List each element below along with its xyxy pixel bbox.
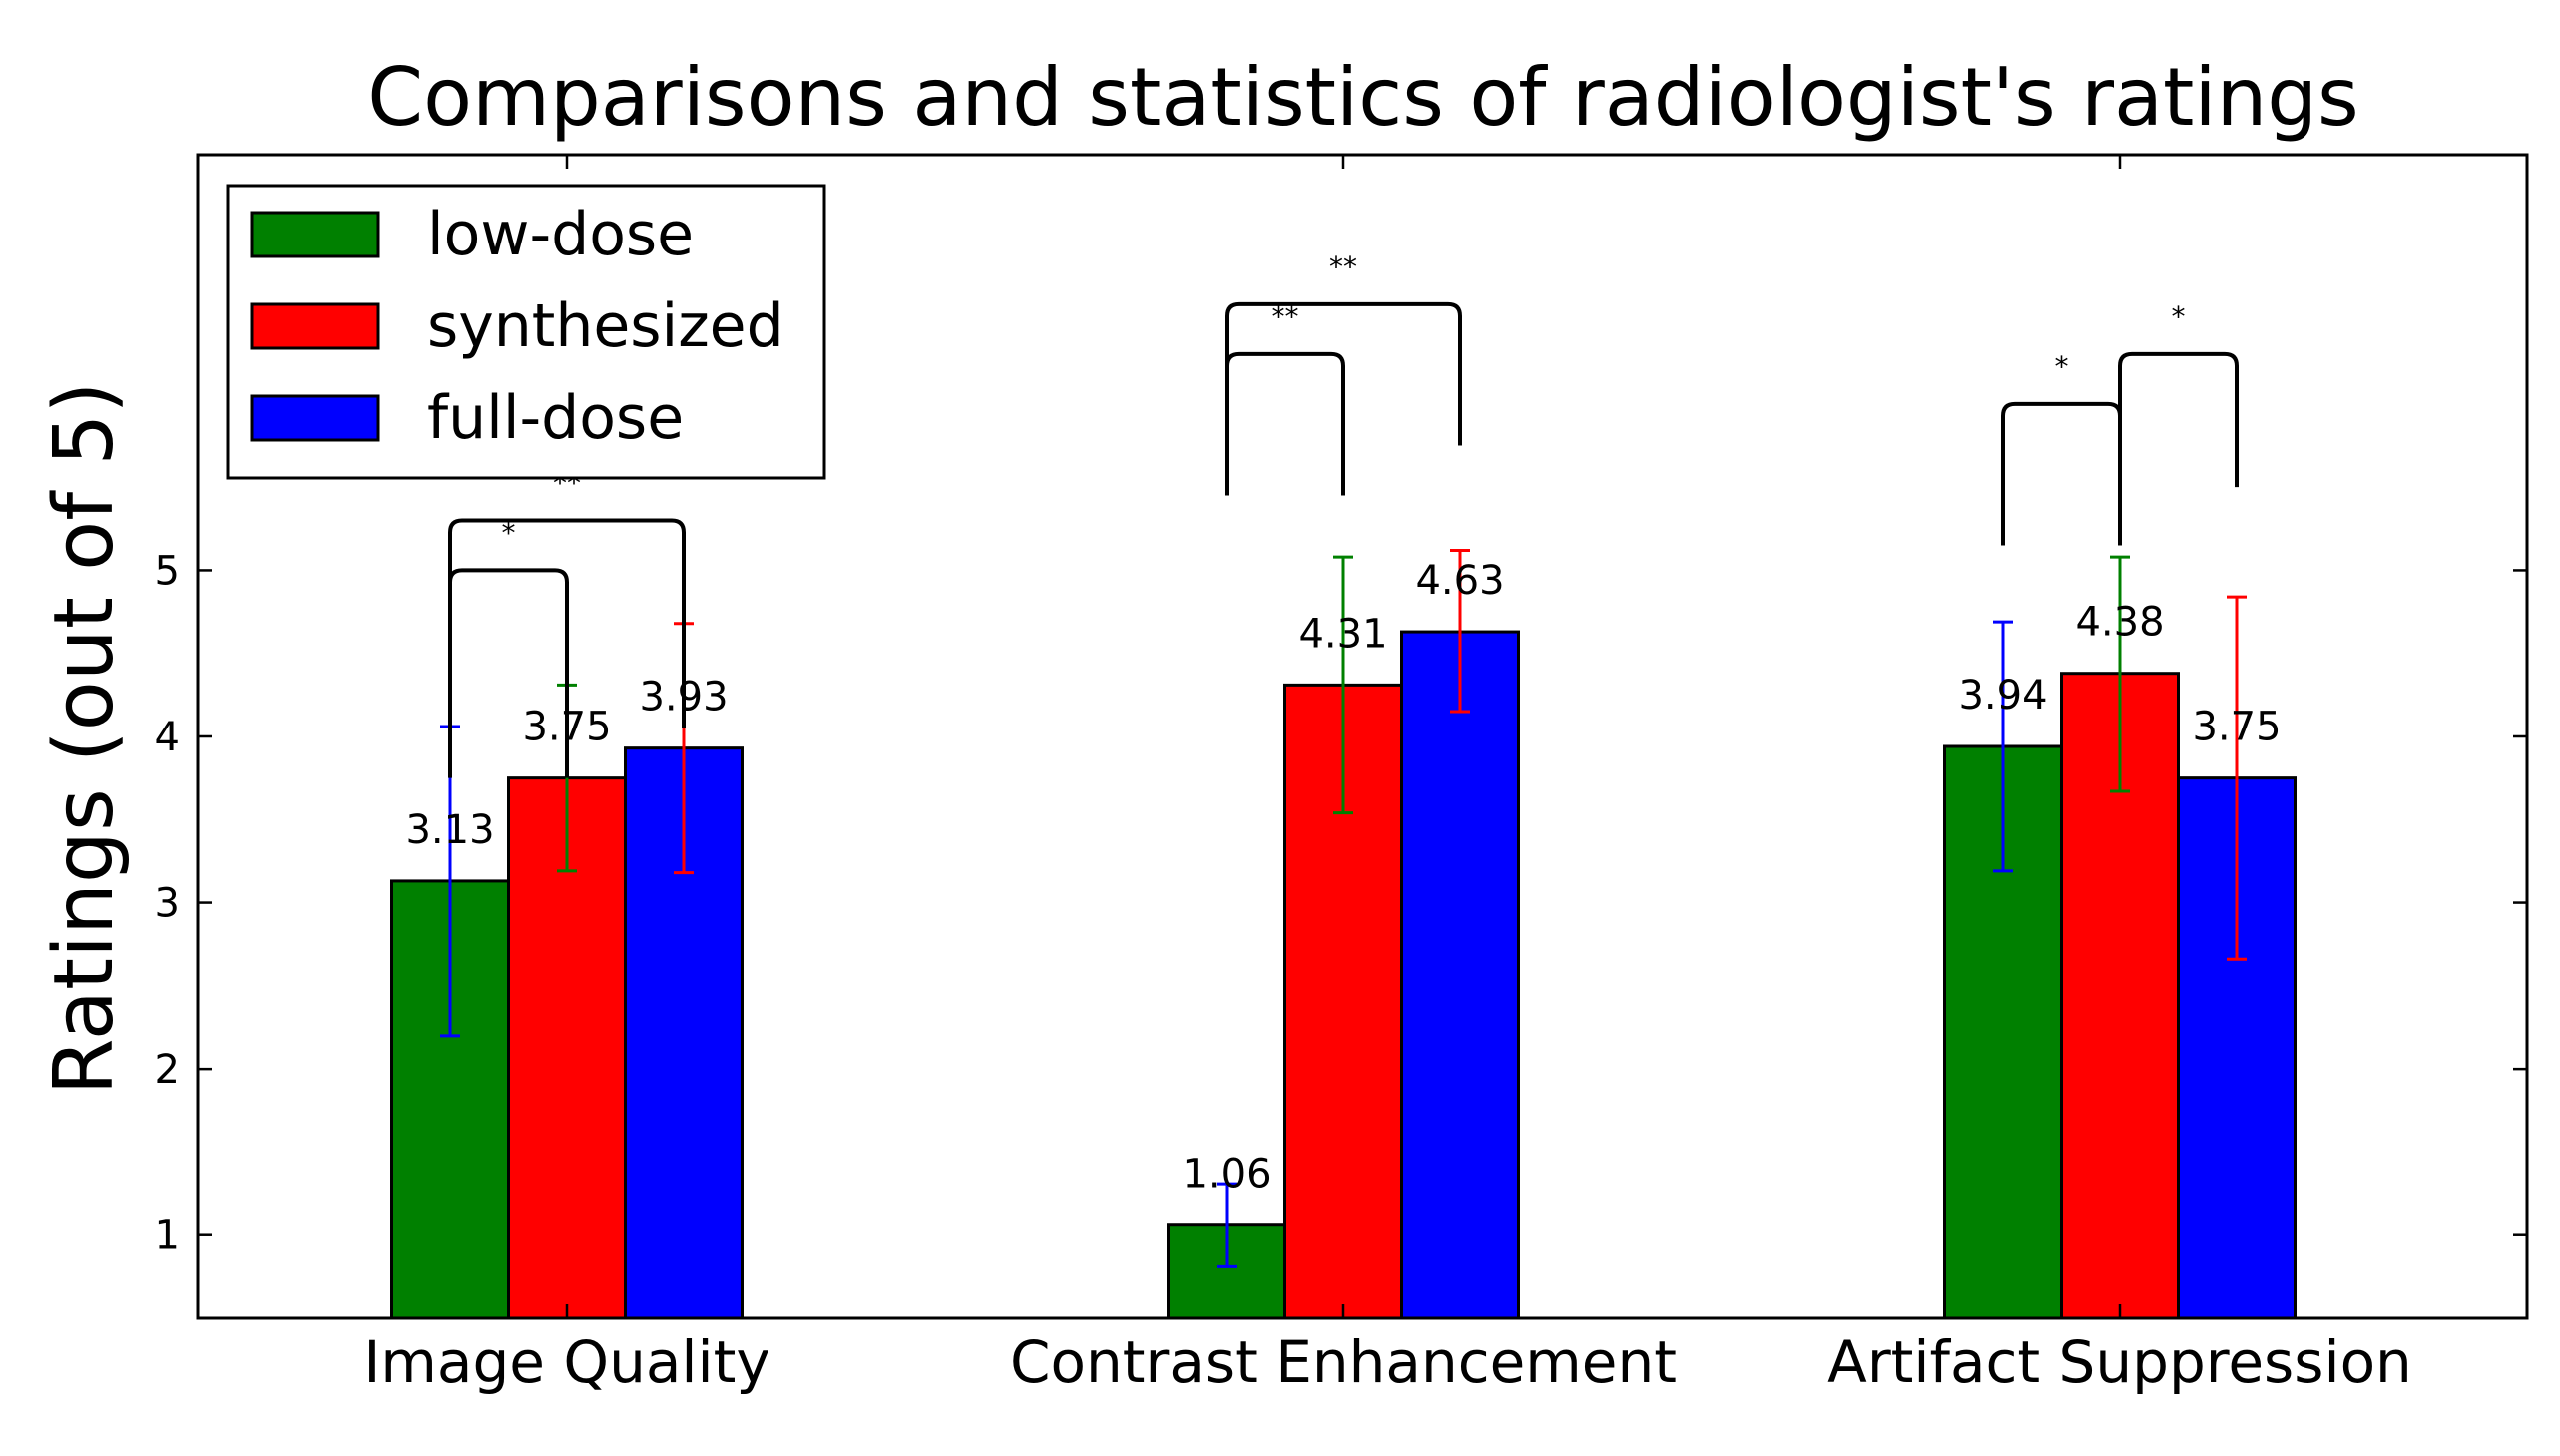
x-tick-label: Artifact Suppression — [1827, 1328, 2412, 1396]
error-bar — [2227, 595, 2247, 961]
error-bar — [1217, 1182, 1237, 1268]
x-tick-label: Contrast Enhancement — [1010, 1328, 1677, 1396]
chart-title: Comparisons and statistics of radiologis… — [367, 51, 2358, 144]
significance-bracket — [1225, 301, 1462, 446]
y-tick-label: 2 — [155, 1047, 180, 1093]
significance-marker: * — [2055, 350, 2069, 383]
x-tick-label: Image Quality — [363, 1328, 769, 1396]
y-tick-label: 4 — [155, 715, 180, 760]
y-tick-label: 3 — [155, 881, 180, 927]
legend-label: synthesized — [427, 291, 784, 361]
data-label: 3.13 — [405, 807, 494, 853]
bar-full-dose — [1400, 630, 1520, 1320]
significance-bracket — [1225, 351, 1345, 496]
data-label: 3.94 — [1958, 673, 2047, 719]
plot-area: 3.133.753.931.064.314.633.944.383.75****… — [155, 153, 2529, 1396]
y-axis-label: Ratings (out of 5) — [37, 382, 132, 1096]
error-bar — [2110, 555, 2130, 793]
data-label: 4.38 — [2075, 600, 2164, 646]
error-bar — [1993, 620, 2013, 873]
error-bar — [1450, 548, 1470, 714]
data-label: 3.75 — [2192, 705, 2281, 750]
legend-swatch — [250, 211, 380, 258]
data-label: 4.63 — [1415, 558, 1504, 604]
y-tick-label: 5 — [155, 548, 180, 594]
significance-marker: * — [2172, 300, 2186, 333]
significance-marker: * — [502, 516, 516, 549]
legend-label: low-dose — [427, 200, 694, 269]
data-label: 4.31 — [1298, 611, 1387, 657]
significance-marker: ** — [1329, 250, 1357, 283]
legend-swatch — [250, 302, 380, 350]
data-label: 1.06 — [1182, 1152, 1271, 1198]
legend-swatch — [250, 394, 380, 442]
legend: low-dose synthesized full-dose — [226, 184, 826, 480]
y-tick-label: 1 — [155, 1213, 180, 1259]
significance-bracket — [448, 518, 686, 728]
legend-label: full-dose — [427, 383, 684, 453]
error-bar — [1333, 555, 1353, 815]
significance-bracket — [2118, 351, 2239, 488]
significance-bracket — [2001, 401, 2122, 546]
